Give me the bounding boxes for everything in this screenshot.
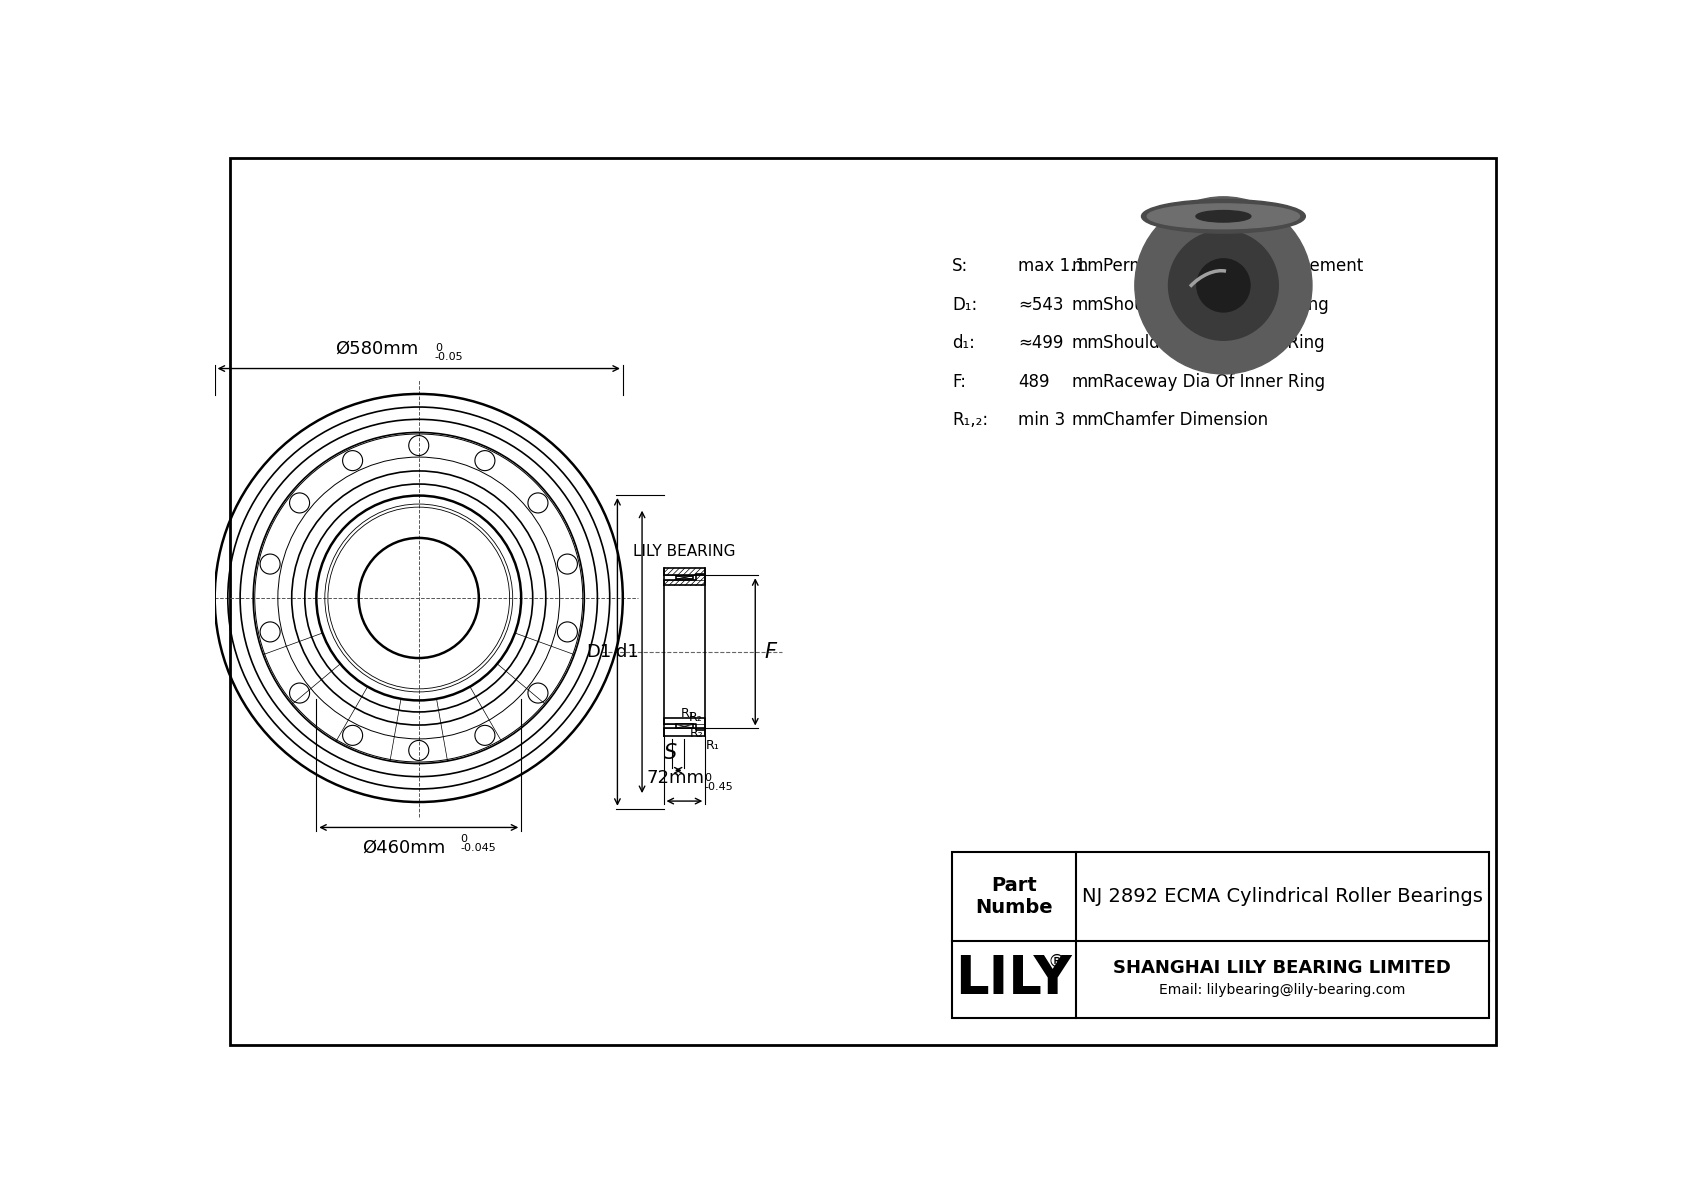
Text: d₁:: d₁: bbox=[953, 335, 975, 353]
Text: ≈499: ≈499 bbox=[1017, 335, 1063, 353]
Text: R₂: R₂ bbox=[690, 728, 704, 740]
Text: mm: mm bbox=[1071, 335, 1105, 353]
Text: ®: ® bbox=[1047, 953, 1066, 971]
Text: Ø580mm: Ø580mm bbox=[335, 339, 418, 357]
Text: Shoulder Dia Of Inner Ring: Shoulder Dia Of Inner Ring bbox=[1103, 335, 1324, 353]
Text: min 3: min 3 bbox=[1017, 411, 1064, 429]
Text: 0: 0 bbox=[460, 834, 468, 843]
Text: NJ 2892 ECMA Cylindrical Roller Bearings: NJ 2892 ECMA Cylindrical Roller Bearings bbox=[1081, 887, 1482, 906]
Text: S:: S: bbox=[953, 257, 968, 275]
Text: LILY BEARING: LILY BEARING bbox=[633, 543, 736, 559]
Text: D1: D1 bbox=[586, 643, 611, 661]
Text: F:: F: bbox=[953, 373, 967, 391]
Text: Shoulder Dia Of Outer Ring: Shoulder Dia Of Outer Ring bbox=[1103, 295, 1329, 313]
Text: d1: d1 bbox=[616, 643, 638, 661]
Text: Permissible Axial Displacement: Permissible Axial Displacement bbox=[1103, 257, 1362, 275]
Text: 489: 489 bbox=[1017, 373, 1049, 391]
Text: -0.05: -0.05 bbox=[434, 353, 463, 362]
Text: -0.045: -0.045 bbox=[460, 843, 497, 853]
Text: 72mm: 72mm bbox=[647, 769, 704, 787]
Ellipse shape bbox=[1147, 204, 1300, 229]
Text: Chamfer Dimension: Chamfer Dimension bbox=[1103, 411, 1268, 429]
Text: S: S bbox=[663, 742, 677, 762]
Circle shape bbox=[1197, 258, 1250, 312]
Text: Raceway Dia Of Inner Ring: Raceway Dia Of Inner Ring bbox=[1103, 373, 1325, 391]
Text: max 1.1: max 1.1 bbox=[1017, 257, 1086, 275]
Ellipse shape bbox=[1142, 199, 1305, 233]
Text: R₂: R₂ bbox=[689, 711, 702, 724]
Bar bbox=[953, 852, 1489, 1017]
Text: R₁: R₁ bbox=[680, 707, 694, 721]
Text: mm: mm bbox=[1071, 373, 1105, 391]
Text: ≈543: ≈543 bbox=[1017, 295, 1063, 313]
Text: mm: mm bbox=[1071, 411, 1105, 429]
Text: D₁:: D₁: bbox=[953, 295, 978, 313]
Text: SHANGHAI LILY BEARING LIMITED: SHANGHAI LILY BEARING LIMITED bbox=[1113, 960, 1452, 978]
Text: -0.45: -0.45 bbox=[704, 781, 733, 792]
Text: R₁: R₁ bbox=[706, 740, 719, 753]
Text: 0: 0 bbox=[704, 773, 711, 782]
Text: Part
Numbe: Part Numbe bbox=[975, 875, 1052, 917]
Circle shape bbox=[1135, 197, 1312, 374]
Text: 0: 0 bbox=[434, 343, 441, 353]
Text: Ø460mm: Ø460mm bbox=[362, 838, 445, 856]
Text: mm: mm bbox=[1071, 257, 1105, 275]
Text: mm: mm bbox=[1071, 295, 1105, 313]
Text: Email: lilybearing@lily-bearing.com: Email: lilybearing@lily-bearing.com bbox=[1159, 983, 1406, 997]
Ellipse shape bbox=[1196, 211, 1251, 222]
Bar bbox=[675, 575, 694, 579]
Text: F: F bbox=[765, 642, 776, 662]
Bar bbox=[675, 724, 694, 728]
Circle shape bbox=[1169, 231, 1278, 341]
Text: R₁,₂:: R₁,₂: bbox=[953, 411, 989, 429]
Text: LILY: LILY bbox=[955, 953, 1073, 1005]
